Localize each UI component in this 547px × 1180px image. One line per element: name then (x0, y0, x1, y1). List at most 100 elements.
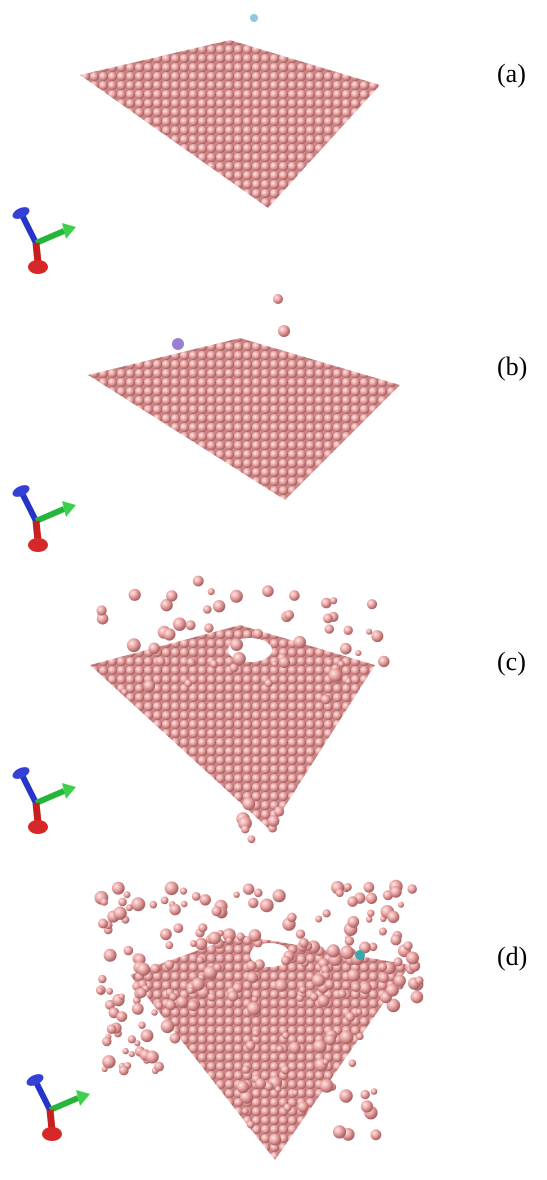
particle (321, 694, 331, 704)
particle (320, 1079, 334, 1093)
particle (188, 1000, 199, 1011)
particle (137, 963, 150, 976)
particle (310, 993, 318, 1001)
particle (156, 656, 166, 666)
particle (255, 1078, 266, 1089)
particle (150, 964, 160, 974)
particle (208, 932, 221, 945)
sheet (88, 338, 400, 500)
particle (184, 679, 192, 687)
particle (118, 898, 127, 907)
particle (323, 614, 333, 624)
particle (273, 889, 286, 902)
particle (367, 910, 374, 917)
particle (371, 630, 383, 642)
particle (161, 1020, 175, 1034)
particle (393, 957, 402, 966)
particle (355, 950, 365, 960)
particle (318, 995, 330, 1007)
particle (210, 660, 218, 668)
particle (275, 1086, 282, 1093)
particle (327, 944, 340, 957)
particle (180, 888, 187, 895)
particle (242, 1065, 250, 1073)
particle (340, 1030, 354, 1044)
particle (186, 620, 196, 630)
particle (226, 937, 232, 943)
particle (127, 638, 141, 652)
particle (170, 1033, 181, 1044)
panel-a: (a) (11, 14, 526, 274)
particle (141, 1029, 154, 1042)
particle (119, 1066, 129, 1076)
particle (297, 1101, 308, 1112)
particle (338, 989, 347, 998)
particle (233, 892, 239, 898)
particle (200, 894, 211, 905)
particle (321, 598, 332, 609)
panel-c: (c) (11, 576, 526, 844)
particle (325, 624, 334, 633)
particle (299, 938, 309, 948)
particle (154, 1062, 164, 1072)
particle (113, 907, 126, 920)
particle (165, 941, 173, 949)
particle (282, 1032, 289, 1039)
particle (98, 919, 108, 929)
particle (252, 996, 258, 1002)
particle (325, 1034, 336, 1045)
particle (313, 1040, 327, 1054)
particle (404, 941, 413, 950)
particle (278, 325, 290, 337)
particle (172, 338, 184, 350)
particle (366, 629, 372, 635)
particle (299, 986, 306, 993)
particle (356, 1009, 362, 1015)
particle (249, 929, 262, 942)
particle (364, 882, 375, 893)
particle (204, 623, 213, 632)
particle (379, 973, 389, 983)
particle (128, 1035, 136, 1043)
particle (143, 680, 155, 692)
particle (248, 835, 256, 843)
particle (237, 1081, 249, 1093)
particle (166, 590, 177, 601)
particle (187, 658, 196, 667)
particle (268, 815, 280, 827)
particle (247, 1121, 255, 1129)
particle (197, 956, 204, 963)
particle (366, 893, 377, 904)
particle (398, 902, 404, 908)
particle (198, 923, 207, 932)
particle (338, 661, 345, 668)
particle (97, 605, 107, 615)
particle (173, 618, 186, 631)
particle (242, 1108, 249, 1115)
particle (387, 911, 399, 923)
particle (161, 897, 169, 905)
particle (165, 1000, 176, 1011)
particle (390, 934, 401, 945)
particle (254, 889, 263, 898)
particle (281, 956, 290, 965)
particle (131, 897, 145, 911)
particle (281, 1065, 290, 1074)
particle (378, 963, 387, 972)
panel-label: (b) (497, 352, 527, 381)
particle (169, 904, 180, 915)
axis-triad (11, 765, 76, 834)
particle (293, 636, 306, 649)
particle (340, 946, 354, 960)
particle (116, 1011, 127, 1022)
particle (173, 923, 183, 933)
particle (347, 896, 358, 907)
particle (269, 1133, 281, 1145)
particle (297, 955, 306, 964)
particle (129, 589, 141, 601)
particle (361, 1100, 373, 1112)
particle (230, 638, 243, 651)
particle (287, 913, 297, 923)
particle (390, 886, 402, 898)
particle (121, 689, 128, 696)
